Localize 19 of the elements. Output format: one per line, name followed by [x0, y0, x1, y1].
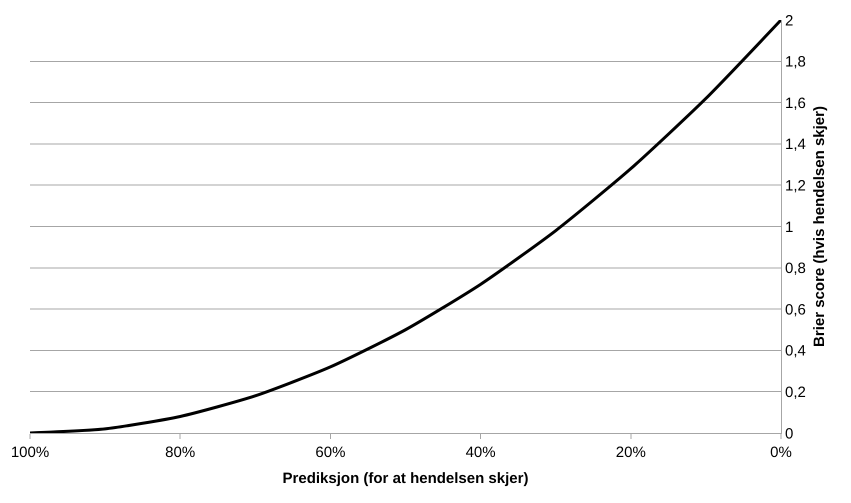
y-tick-label: 1,2 — [785, 177, 806, 194]
x-axis-title: Prediksjon (for at hendelsen skjer) — [282, 470, 528, 487]
y-axis-title: Brier score (hvis hendelsen skjer) — [810, 106, 828, 347]
y-tick-label: 0,4 — [785, 342, 806, 360]
y-tick-label: 0,6 — [785, 301, 806, 318]
x-tick-label: 80% — [165, 444, 196, 461]
x-tick-label: 40% — [466, 444, 496, 461]
y-tick-label: 1,4 — [785, 136, 806, 154]
x-tick-label: 20% — [616, 444, 646, 461]
x-tick-label: 100% — [10, 444, 50, 461]
y-tick-label: 1 — [785, 218, 794, 236]
y-tick-label: 0 — [785, 425, 794, 442]
x-tick-label: 0% — [770, 444, 792, 461]
x-tick-label: 60% — [315, 444, 346, 461]
y-tick-label: 2 — [785, 12, 794, 30]
y-tick-label: 0,2 — [785, 384, 806, 401]
y-tick-label: 0,8 — [785, 260, 806, 278]
y-tick-label: 1,6 — [785, 94, 806, 112]
y-tick-label: 1,8 — [785, 54, 806, 71]
